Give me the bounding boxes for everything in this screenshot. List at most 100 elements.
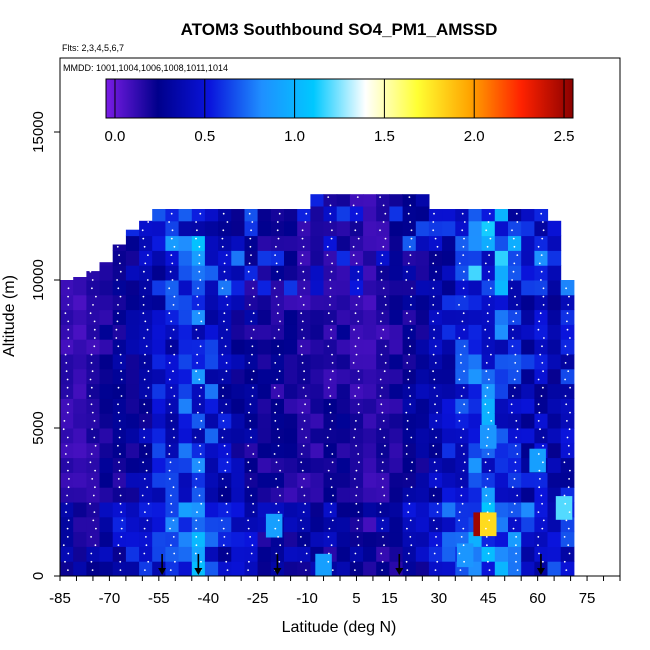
flight-track-dot [169,337,172,339]
flight-track-dot [92,494,95,497]
heatmap-cell [389,502,404,518]
flight-track-dot [515,560,517,563]
flight-track-dot [381,527,383,530]
flight-track-dot [199,453,202,455]
flight-track-dot [436,245,439,248]
heatmap-cell [178,265,193,281]
heatmap-cell [178,428,193,444]
heatmap-cell [428,531,443,547]
flight-track-dot [409,254,412,256]
flight-track-dot [250,494,253,497]
heatmap-cell [376,220,390,237]
heatmap-cell [73,457,87,473]
flight-track-dot [485,536,488,538]
heatmap-feature-cell [315,553,332,576]
heatmap-cell [204,398,219,414]
flight-track-dot [302,527,304,530]
flight-track-dot [537,453,540,455]
heatmap-cell [560,354,575,370]
heatmap-cell [389,324,404,340]
flight-track-dot [563,536,566,538]
flight-track-dot [327,536,330,538]
flight-track-dot [331,519,334,522]
flight-track-dot [196,362,199,364]
flight-track-dot [542,287,545,290]
flight-track-dot [485,362,488,364]
flight-track-dot [66,411,69,414]
heatmap-cell [363,561,377,576]
flight-track-dot [432,370,434,373]
heatmap-cell [112,280,127,296]
flight-track-dot [144,320,147,323]
flight-track-dot [542,436,545,439]
heatmap-cell [178,398,193,414]
heatmap-cell [481,398,496,414]
flight-track-dot [432,304,435,306]
heatmap-cell [560,457,575,473]
heatmap-cell [323,265,338,281]
flight-track-dot [384,237,387,240]
flight-track-dot [460,478,462,480]
heatmap-cell [349,457,364,473]
heatmap-cell [99,561,114,576]
heatmap-cell [428,428,443,444]
flight-track-dot [410,486,413,489]
heatmap-cell [152,413,166,429]
heatmap-cell [165,235,180,251]
heatmap-cell [534,472,549,488]
flight-track-dot [484,328,487,331]
heatmap-cell [218,265,232,281]
flight-track-dot [487,320,489,323]
heatmap-cell [60,368,74,385]
flight-track-dot [409,519,412,522]
heatmap-cell [376,324,390,340]
flight-track-dot [511,279,513,281]
heatmap-cell [204,280,219,296]
flight-track-dot [433,386,436,389]
x-tick-label: -40 [197,590,219,607]
flight-track-dot [301,428,304,431]
heatmap-cell [349,368,364,385]
flight-track-dot [511,511,513,513]
flight-track-dot [515,436,518,439]
flight-track-dot [199,212,202,215]
flight-track-dot [381,461,384,464]
heatmap-cell [139,324,153,340]
flight-track-dot [354,428,356,431]
flight-track-dot [408,502,411,505]
heatmap-cell [389,413,404,429]
flight-track-dot [223,270,226,273]
heatmap-cell [442,368,456,385]
heatmap-cell [455,516,469,533]
flight-track-dot [301,469,304,472]
heatmap-cell [204,324,219,340]
flight-track-dot [250,552,253,555]
heatmap-cell [60,457,74,473]
flight-track-dot [352,254,355,256]
flight-track-dot [277,519,280,522]
heatmap-cell [547,516,562,533]
heatmap-cell [99,262,114,266]
heatmap-cell [191,398,206,414]
flight-track-dot [275,461,278,464]
heatmap-cell [389,206,404,222]
heatmap-cell [560,398,575,414]
flight-track-dot [381,386,383,389]
heatmap-cell [442,250,456,266]
heatmap-cell [508,472,522,488]
heatmap-cell [560,442,575,459]
heatmap-cell [270,324,285,340]
flight-track-dot [116,279,118,281]
heatmap-cell [547,457,562,473]
heatmap-cell [481,561,496,576]
flight-track-dot [62,544,65,547]
heatmap-cell [191,383,206,399]
heatmap-cell [152,354,166,370]
flight-track-dot [564,378,566,381]
flight-track-dot [327,196,330,199]
heatmap-cell [152,368,166,385]
flight-track-dot [168,221,171,223]
heatmap-cell [297,457,311,473]
flight-track-dot [564,362,567,364]
heatmap-cell [508,265,522,281]
